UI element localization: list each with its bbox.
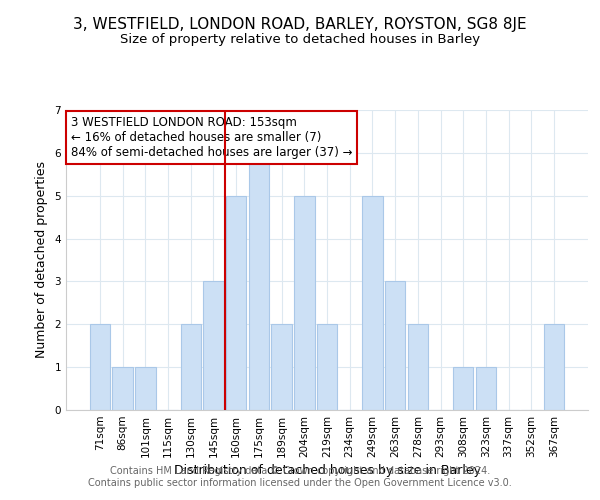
Bar	[317, 324, 337, 410]
Bar	[407, 324, 428, 410]
Bar	[90, 324, 110, 410]
X-axis label: Distribution of detached houses by size in Barley: Distribution of detached houses by size …	[173, 464, 481, 477]
Bar	[181, 324, 201, 410]
Text: 3, WESTFIELD, LONDON ROAD, BARLEY, ROYSTON, SG8 8JE: 3, WESTFIELD, LONDON ROAD, BARLEY, ROYST…	[73, 18, 527, 32]
Bar	[544, 324, 564, 410]
Bar	[135, 367, 155, 410]
Bar	[362, 196, 383, 410]
Bar	[385, 282, 406, 410]
Text: Size of property relative to detached houses in Barley: Size of property relative to detached ho…	[120, 32, 480, 46]
Bar	[112, 367, 133, 410]
Bar	[294, 196, 314, 410]
Bar	[453, 367, 473, 410]
Bar	[271, 324, 292, 410]
Text: Contains HM Land Registry data © Crown copyright and database right 2024.
Contai: Contains HM Land Registry data © Crown c…	[88, 466, 512, 487]
Y-axis label: Number of detached properties: Number of detached properties	[35, 162, 47, 358]
Bar	[203, 282, 224, 410]
Bar	[226, 196, 247, 410]
Bar	[476, 367, 496, 410]
Bar	[248, 153, 269, 410]
Text: 3 WESTFIELD LONDON ROAD: 153sqm
← 16% of detached houses are smaller (7)
84% of : 3 WESTFIELD LONDON ROAD: 153sqm ← 16% of…	[71, 116, 353, 159]
